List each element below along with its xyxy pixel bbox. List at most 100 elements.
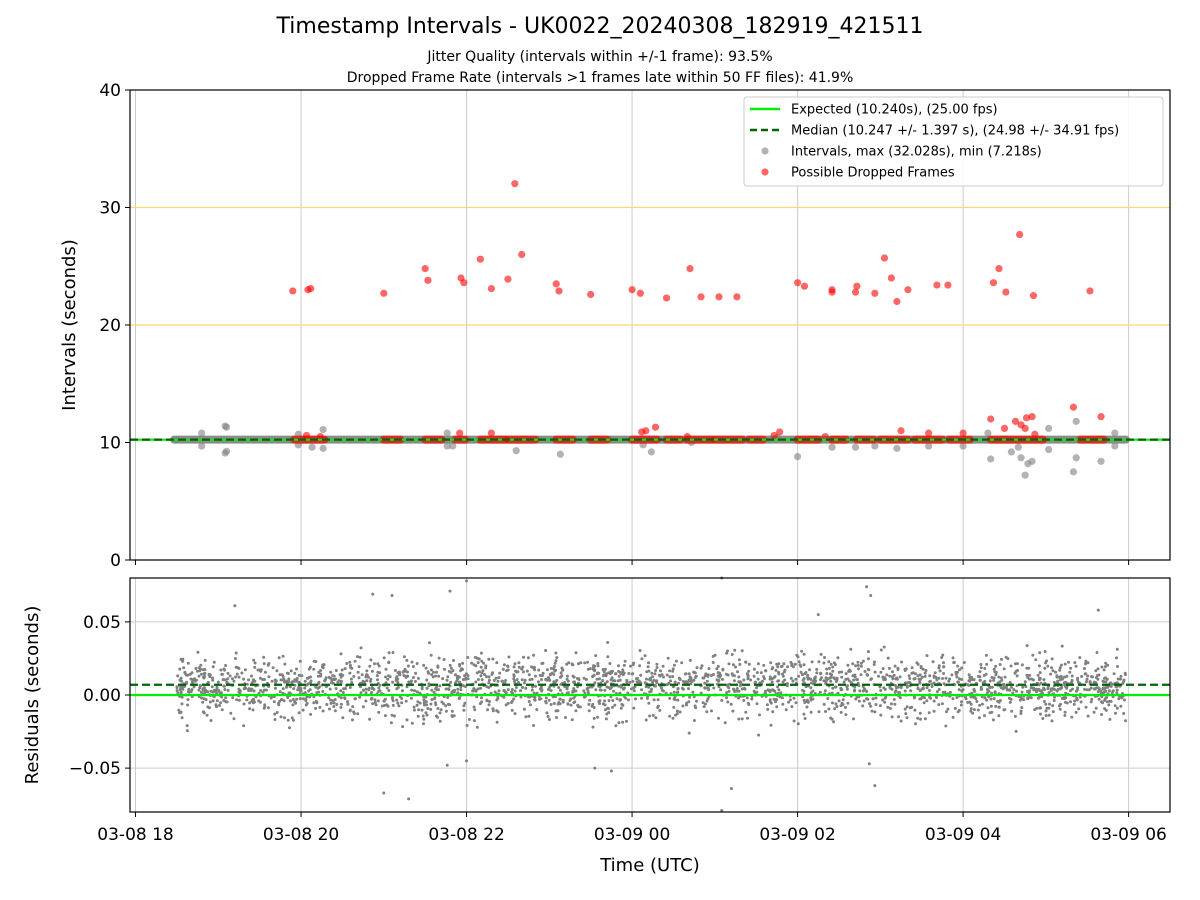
residual-point	[470, 661, 474, 665]
residual-point	[1086, 714, 1090, 718]
residual-point	[540, 689, 544, 693]
residual-point	[1028, 695, 1032, 699]
residual-point	[327, 696, 331, 700]
residual-point	[495, 698, 499, 702]
residual-point	[756, 662, 760, 666]
residual-point	[429, 653, 433, 657]
residual-point	[242, 702, 246, 706]
residual-point	[735, 687, 739, 690]
residual-point	[1025, 673, 1029, 677]
residual-point	[800, 673, 804, 677]
residual-point	[638, 664, 642, 668]
residual-point	[878, 704, 882, 708]
residual-point	[984, 653, 988, 657]
residual-point	[545, 711, 549, 715]
residual-point	[605, 680, 609, 684]
residual-point	[339, 702, 343, 706]
residual-point	[176, 691, 180, 695]
residual-point	[948, 677, 952, 681]
residual-point	[654, 669, 658, 672]
residual-point	[210, 685, 214, 689]
residual-point	[783, 678, 787, 682]
residual-point	[350, 666, 354, 670]
residual-point	[831, 665, 835, 669]
residual-point	[775, 698, 778, 702]
dropped-frame-point	[793, 279, 802, 287]
chart-subtitle-jitter: Jitter Quality (intervals within +/-1 fr…	[427, 49, 773, 65]
residual-point	[316, 674, 320, 678]
residual-point	[475, 695, 479, 699]
residual-point	[931, 660, 935, 664]
residual-point	[827, 707, 831, 711]
residual-point	[200, 696, 204, 700]
residual-point	[534, 674, 537, 678]
dropped-frame-point	[944, 281, 952, 289]
residual-point	[1002, 682, 1006, 686]
residual-point	[854, 697, 858, 701]
residual-point	[558, 697, 562, 701]
residual-point	[228, 674, 232, 678]
residual-point	[1088, 680, 1092, 684]
residual-point	[613, 672, 617, 676]
residual-point	[416, 700, 420, 704]
residual-point	[1070, 715, 1074, 719]
residual-point	[881, 667, 885, 671]
residual-point	[412, 705, 416, 709]
residual-point	[231, 677, 234, 681]
residual-point	[857, 699, 861, 703]
residual-point	[281, 675, 285, 678]
residual-point	[857, 667, 860, 671]
residual-point	[201, 688, 205, 692]
residual-point	[968, 676, 972, 679]
residual-point	[980, 702, 984, 706]
residual-point	[586, 689, 590, 693]
residual-point	[918, 673, 922, 677]
residual-point	[287, 677, 291, 681]
residual-point	[456, 687, 460, 691]
residual-point	[521, 665, 525, 669]
residual-point	[991, 718, 995, 722]
residual-point	[974, 697, 978, 701]
residual-point	[890, 687, 894, 691]
residual-point	[857, 684, 861, 688]
residual-point	[1119, 677, 1122, 681]
residual-point	[185, 729, 189, 733]
residual-point	[400, 689, 404, 693]
residual-point	[1089, 686, 1093, 690]
residual-point	[341, 716, 345, 720]
residual-point	[1033, 708, 1037, 712]
residual-point	[466, 656, 470, 659]
residual-point	[177, 708, 181, 712]
residual-point	[314, 685, 318, 689]
residual-point	[883, 700, 887, 704]
residual-point	[787, 700, 791, 704]
residual-point	[555, 716, 558, 719]
residual-point	[603, 699, 607, 703]
residual-point	[717, 673, 721, 677]
interval-point	[556, 450, 564, 458]
residual-point	[367, 688, 371, 692]
residual-point	[742, 678, 746, 682]
residual-point	[390, 713, 394, 717]
residual-point	[480, 659, 484, 663]
residual-point	[553, 661, 557, 665]
residual-point	[474, 680, 478, 684]
residual-point	[444, 709, 448, 713]
residual-point	[859, 664, 863, 668]
residual-point	[1096, 690, 1100, 693]
residual-point	[897, 691, 901, 695]
residual-point	[466, 677, 470, 681]
residual-point	[266, 663, 270, 667]
residual-point	[373, 698, 377, 702]
residual-point	[429, 707, 433, 711]
residual-point	[463, 674, 467, 678]
residual-point	[613, 703, 617, 707]
residual-point	[839, 710, 843, 714]
residual-point	[224, 664, 228, 667]
residual-point	[840, 670, 844, 674]
residual-point	[1116, 677, 1120, 681]
residual-outlier-point	[382, 791, 386, 795]
residual-point	[592, 674, 596, 678]
residual-point	[462, 704, 466, 708]
residual-point	[825, 667, 829, 671]
